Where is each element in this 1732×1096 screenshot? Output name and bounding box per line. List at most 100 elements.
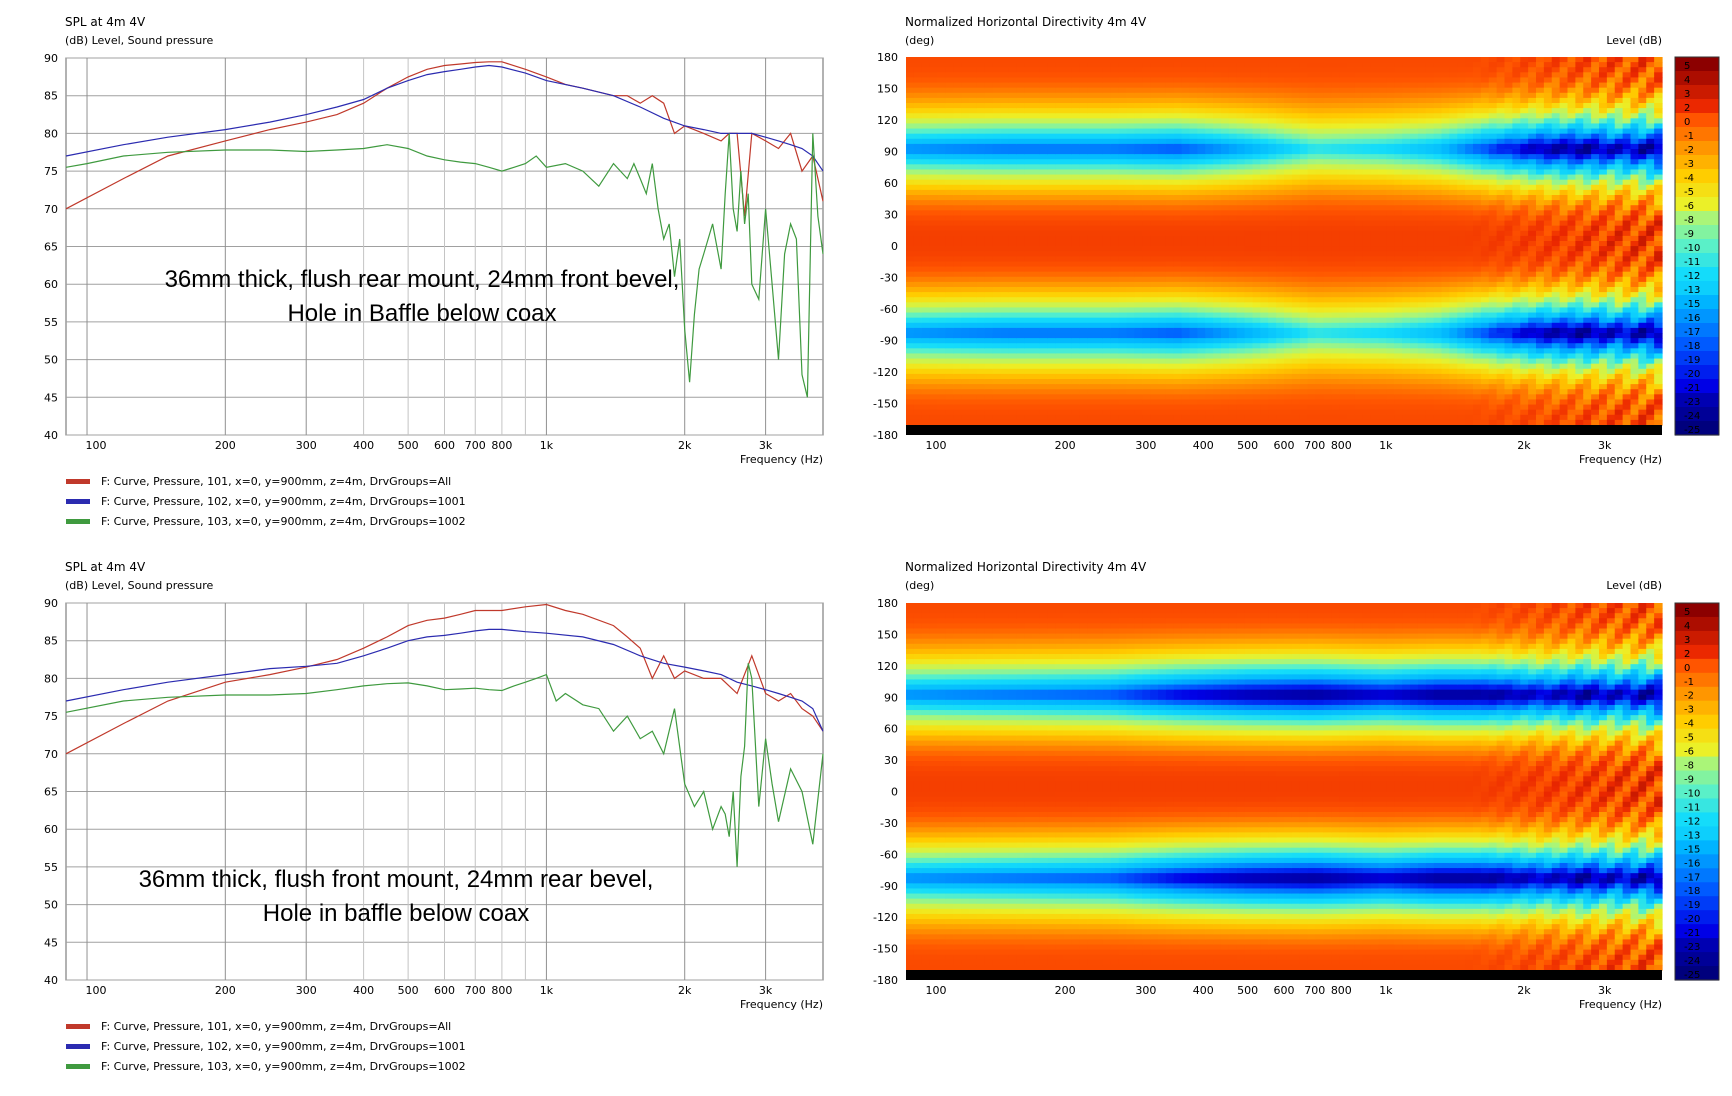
heat-cell [1221,292,1230,298]
heat-cell [906,333,915,339]
heat-cell [1024,195,1033,201]
x-axis-label: Frequency (Hz) [740,998,823,1011]
heat-cell [913,322,923,329]
heat-cell [1189,128,1198,135]
heat-cell [906,409,915,416]
heat-cell [1378,67,1387,73]
heat-cell [1173,210,1183,217]
heat-cell [953,225,962,232]
heat-cell [1181,133,1191,140]
heat-cell [1016,235,1025,242]
heat-cell [1354,353,1364,360]
heat-cell [1008,307,1017,314]
heat-cell [1370,184,1380,191]
heat-cell [1276,353,1285,360]
heat-cell [1173,123,1183,130]
heat-cell [929,128,939,135]
heat-cell [1347,348,1356,355]
heat-cell [1047,307,1057,314]
heat-cell [953,419,962,426]
heat-cell [1323,384,1332,390]
heat-cell [1284,338,1293,344]
heat-cell [1102,179,1112,186]
heat-cell [1024,271,1033,278]
heat-cell [1173,338,1183,344]
heat-cell [1299,409,1309,416]
heat-cell [1032,220,1041,227]
heat-cell [921,317,931,324]
heat-cell [1268,379,1277,385]
heat-cell [921,159,931,165]
heat-cell [1339,358,1348,365]
heat-cell [1189,419,1198,426]
heat-cell [1228,353,1238,360]
heat-cell [1032,333,1041,339]
heat-cell [1378,414,1387,421]
heat-cell [1244,77,1254,84]
heat-cell [1339,92,1348,99]
heat-cell [937,307,946,314]
heat-cell [1024,138,1033,145]
heat-cell [1181,210,1191,217]
heat-cell [1047,184,1057,191]
heat-cell [1016,384,1025,390]
heat-cell [969,149,978,155]
heat-cell [1173,358,1183,365]
heat-cell [921,276,931,283]
heat-cell [1189,414,1198,421]
heat-cell [1118,241,1128,247]
heat-cell [1362,174,1372,181]
heat-cell [1236,92,1246,99]
heat-cell [984,373,994,380]
heat-cell [1079,87,1088,94]
heat-cell [1047,62,1057,68]
heat-cell [1402,118,1411,125]
heat-cell [1158,256,1167,263]
heat-cell [945,143,954,150]
heat-cell [1181,281,1191,288]
heat-cell [1252,287,1261,293]
heat-cell [921,138,931,145]
heat-cell [1378,317,1387,324]
heat-cell [1150,261,1159,268]
heat-cell [1268,62,1277,68]
heat-cell [1378,230,1387,237]
heat-cell [1425,179,1435,186]
heat-cell [1118,87,1128,94]
heat-cell [1205,307,1214,314]
heat-cell [1165,184,1175,191]
heat-cell [906,174,915,181]
heat-cell [1181,97,1191,104]
heat-cell [1394,297,1403,303]
heat-cell [1055,235,1065,242]
heat-cell [1039,348,1049,355]
heat-cell [1181,82,1191,89]
heat-cell [1087,394,1096,401]
heat-cell [1032,297,1041,303]
heat-cell [1197,322,1206,329]
heat-cell [1425,200,1435,206]
heat-cell [913,179,923,186]
heat-cell [913,348,923,355]
heat-cell [1000,92,1009,99]
heat-cell [913,184,923,191]
heat-cell [913,256,923,263]
heat-cell [1000,394,1009,401]
heat-cell [1236,302,1246,309]
heat-cell [1268,149,1277,155]
legend-entry-1: F: Curve, Pressure, 101, x=0, y=900mm, z… [101,1020,451,1033]
heat-cell [1071,322,1080,329]
heat-cell [1055,123,1065,130]
heat-cell [1016,174,1025,181]
heat-cell [1244,409,1254,416]
heat-cell [1354,241,1364,247]
heat-cell [992,368,1002,375]
heat-cell [961,389,970,395]
heat-cell [1087,302,1096,309]
heat-cell [969,92,978,99]
heat-cell [1095,230,1104,237]
heat-cell [1315,92,1324,99]
heat-cell [1276,251,1285,257]
heat-cell [984,312,994,319]
heat-cell [1134,271,1143,278]
